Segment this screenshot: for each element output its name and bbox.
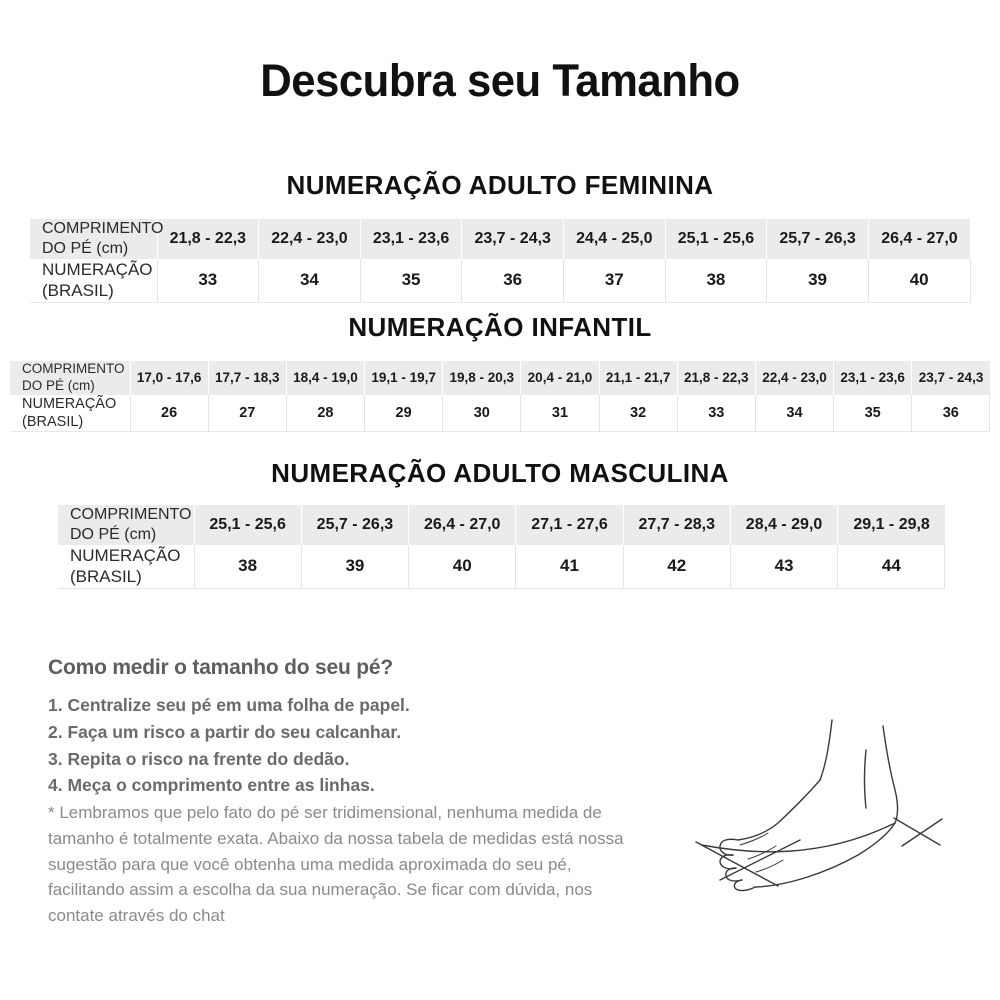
table-body: COMPRIMENTO DO PÉ (cm) 21,8 - 22,3 22,4 -…	[30, 219, 971, 303]
cell-size: 35	[833, 394, 913, 432]
cell-length: 20,4 - 21,0	[520, 361, 600, 395]
cell-length: 21,8 - 22,3	[677, 361, 756, 395]
cell-length: 22,4 - 23,0	[755, 361, 835, 395]
howto-step: 3. Repita o risco na frente do dedão.	[48, 748, 350, 769]
cell-size: 29	[364, 394, 444, 432]
cell-length: 23,1 - 23,6	[360, 219, 463, 259]
cell-length: 23,7 - 24,3	[461, 219, 564, 259]
table-body: COMPRIMENTO DO PÉ (cm) 25,1 - 25,6 25,7 -…	[58, 505, 946, 589]
foot-measurement-illustration	[680, 690, 965, 895]
cell-length: 25,7 - 26,3	[766, 219, 869, 259]
cell-size: 28	[286, 394, 366, 432]
cell-length: 23,7 - 24,3	[918, 370, 984, 386]
cell-length: 17,0 - 17,6	[130, 361, 209, 395]
row-label-size: NUMERAÇÃO (BRASIL)	[30, 259, 158, 303]
cell-length: 27,1 - 27,6	[515, 505, 624, 545]
cell-size: 36	[461, 259, 564, 303]
table-body: COMPRIMENTO DO PÉ (cm) 17,0 - 17,6 17,7 -…	[10, 361, 991, 432]
cell-size: 35	[360, 259, 463, 303]
cell-size: 31	[520, 394, 600, 432]
cell-length: 29,1 - 29,8	[853, 516, 930, 533]
row-label-size: NUMERAÇÃO (BRASIL)	[10, 394, 131, 432]
cell-length: 21,8 - 22,3	[157, 219, 260, 259]
cell-length: 27,7 - 28,3	[623, 505, 731, 545]
size-table-feminina: COMPRIMENTO DO PÉ (cm) 21,8 - 22,3 22,4 -…	[30, 219, 971, 303]
cell-length: 25,1 - 25,6	[665, 219, 768, 259]
cell-length: 25,7 - 26,3	[301, 505, 410, 545]
row-label-size: NUMERAÇÃO (BRASIL)	[58, 545, 195, 589]
cell-length: 26,4 - 27,0	[408, 505, 517, 545]
cell-size: 40	[408, 545, 517, 589]
section-title-masculina: NUMERAÇÃO ADULTO MASCULINA	[271, 458, 729, 488]
page-title: Descubra seu Tamanho	[260, 55, 740, 106]
cell-size: 32	[599, 394, 678, 432]
cell-size: 33	[677, 394, 756, 432]
size-table-masculina: COMPRIMENTO DO PÉ (cm) 25,1 - 25,6 25,7 -…	[58, 505, 946, 589]
cell-size: 34	[258, 259, 361, 303]
foot-icon	[695, 719, 943, 892]
row-label-length: COMPRIMENTO DO PÉ (cm)	[30, 219, 163, 259]
cell-size: 36	[911, 394, 991, 432]
cell-size: 43	[730, 545, 839, 589]
section-title-infantil: NUMERAÇÃO INFANTIL	[348, 312, 652, 342]
table-row-size: NUMERAÇÃO (BRASIL) 26 27 28 29 30 31 32 33 34 35 3…	[10, 394, 991, 432]
cell-length: 19,8 - 20,3	[442, 361, 522, 395]
cell-length: 24,4 - 25,0	[563, 219, 666, 259]
size-table-infantil: COMPRIMENTO DO PÉ (cm) 17,0 - 17,6 17,7 -…	[10, 361, 991, 432]
cell-length: 25,1 - 25,6	[194, 505, 302, 545]
cell-size: 27	[208, 394, 287, 432]
cell-size: 26	[130, 394, 209, 432]
cell-length: 22,4 - 23,0	[258, 219, 361, 259]
cell-length: 26,4 - 27,0	[881, 230, 958, 247]
section-title-feminina: NUMERAÇÃO ADULTO FEMININA	[286, 170, 714, 200]
cell-size: 38	[194, 545, 302, 589]
cell-length: 21,1 - 21,7	[599, 361, 678, 395]
cell-size: 41	[515, 545, 624, 589]
row-label-length: COMPRIMENTO DO PÉ (cm)	[10, 361, 131, 395]
cell-size: 33	[157, 259, 260, 303]
cell-size: 34	[755, 394, 835, 432]
table-row-length: COMPRIMENTO DO PÉ (cm) 25,1 - 25,6 25,7 -…	[58, 505, 945, 545]
howto-step-list: 1. Centralize seu pé em uma folha de pap…	[48, 692, 568, 799]
cell-size: 30	[442, 394, 522, 432]
cell-length: 17,7 - 18,3	[208, 361, 287, 395]
cell-length: 18,4 - 19,0	[286, 361, 366, 395]
cell-length: 23,1 - 23,6	[833, 361, 913, 395]
cell-size: 44	[837, 545, 946, 589]
table-row-length: COMPRIMENTO DO PÉ (cm) 21,8 - 22,3 22,4 -…	[30, 219, 970, 259]
table-row-size: NUMERAÇÃO (BRASIL) 38 39 40 41 42 43 44	[58, 545, 946, 589]
howto-step: 4. Meça o comprimento entre as linhas.	[48, 775, 375, 796]
cell-size: 39	[301, 545, 410, 589]
cell-size: 40	[868, 259, 971, 303]
cell-length: 19,1 - 19,7	[364, 361, 444, 395]
howto-step: 1. Centralize seu pé em uma folha de pap…	[48, 695, 410, 715]
table-row-size: NUMERAÇÃO (BRASIL) 33 34 35 36 37 38 39 40	[30, 259, 971, 303]
cell-size: 42	[623, 545, 731, 589]
cell-size: 39	[766, 259, 869, 303]
row-label-length: COMPRIMENTO DO PÉ (cm)	[58, 505, 195, 545]
disclaimer-text: * Lembramos que pelo fato do pé ser trid…	[48, 803, 624, 926]
howto-title: Como medir o tamanho do seu pé?	[48, 656, 393, 679]
cell-size: 37	[563, 259, 666, 303]
cell-length: 28,4 - 29,0	[730, 505, 839, 545]
howto-step: 2. Faça um risco a partir do seu calcanh…	[48, 721, 402, 742]
cell-size: 38	[665, 259, 768, 303]
table-row-length: COMPRIMENTO DO PÉ (cm) 17,0 - 17,6 17,7 -…	[10, 361, 990, 395]
